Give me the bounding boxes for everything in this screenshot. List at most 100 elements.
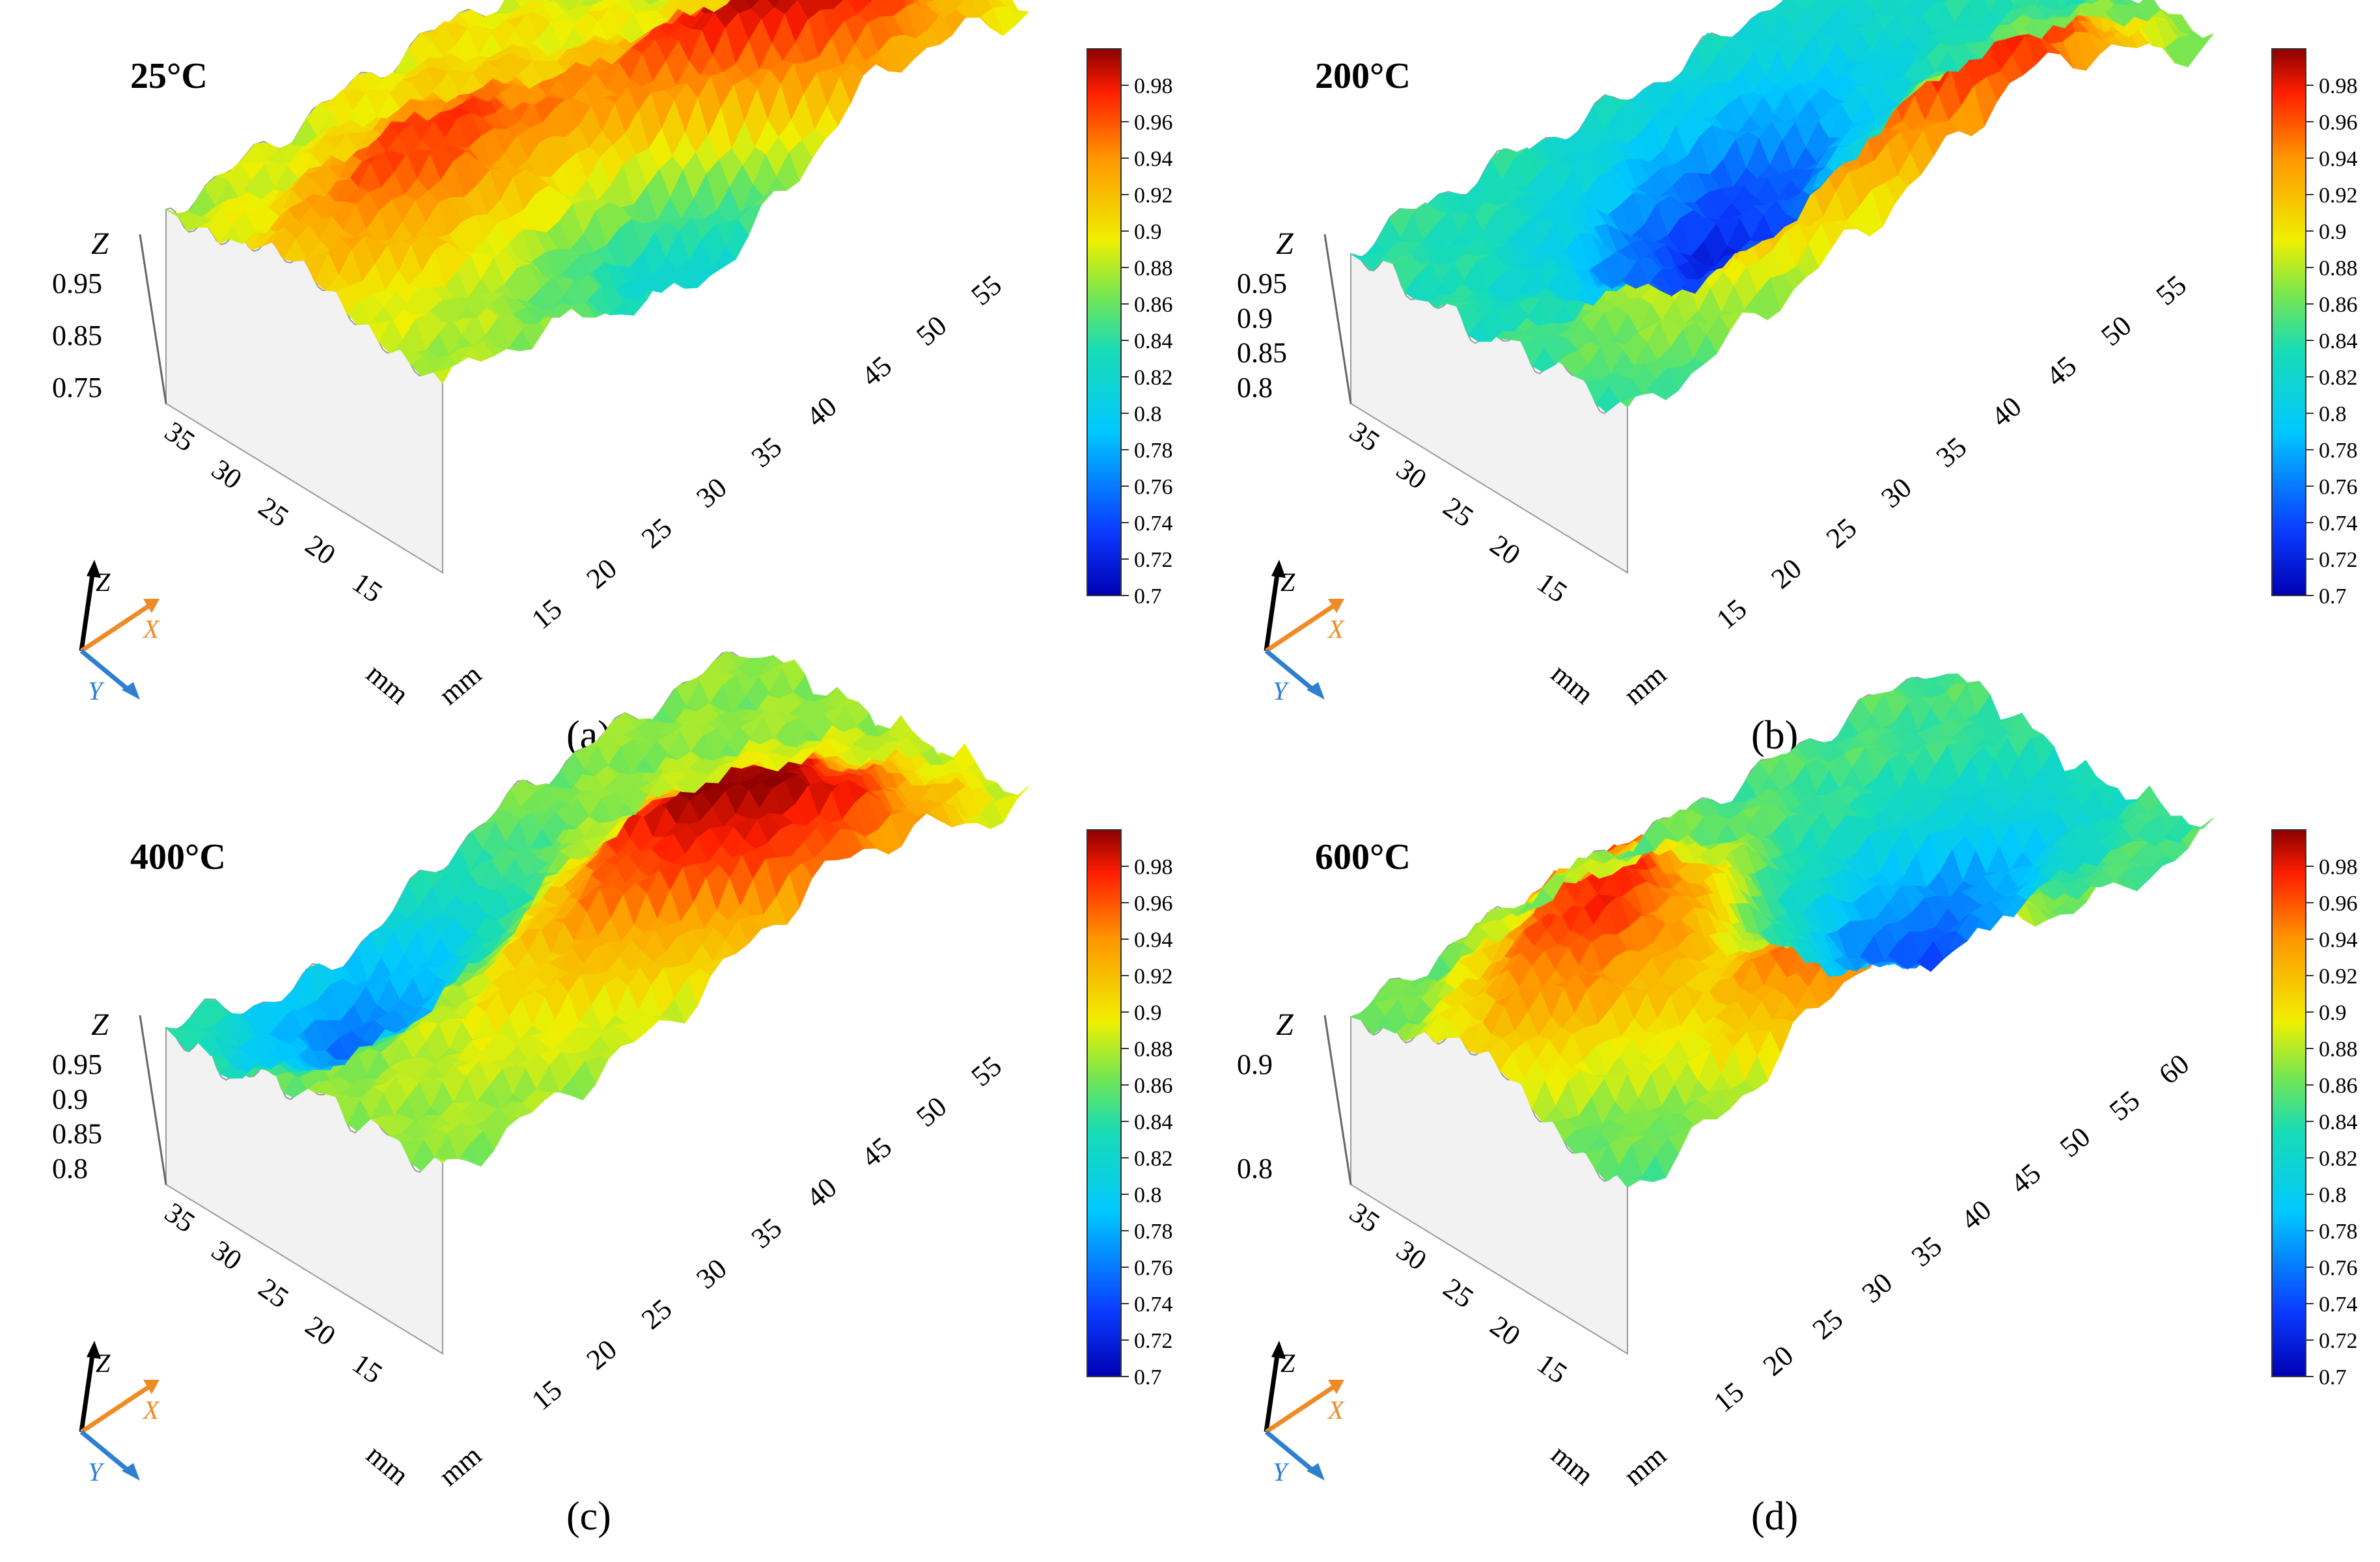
axis-triad: ZXY bbox=[81, 560, 160, 706]
z-tick-label: 0.75 bbox=[52, 372, 102, 404]
panel-title: 25°C bbox=[130, 56, 208, 96]
colorbar-tick-label: 0.96 bbox=[1134, 111, 1173, 135]
colorbar-tick-label: 0.94 bbox=[1134, 928, 1173, 952]
colorbar-tick-label: 0.94 bbox=[1134, 147, 1173, 171]
colorbar-tick-label: 0.82 bbox=[1134, 366, 1173, 390]
z-tick-label: 0.95 bbox=[52, 267, 102, 299]
colorbar-tick-label: 0.84 bbox=[1134, 1110, 1173, 1134]
x-tick-label: 30 bbox=[690, 1252, 732, 1295]
colorbar-tick-label: 0.88 bbox=[1134, 256, 1173, 281]
z-tick-label: 0.85 bbox=[52, 1118, 102, 1150]
colorbar bbox=[1087, 49, 1121, 596]
panel-a: Z0.950.850.753530252015mm152025303540455… bbox=[52, 0, 1173, 758]
x-tick-label: 30 bbox=[690, 471, 732, 514]
x-tick-label: 45 bbox=[855, 349, 898, 392]
colorbar-tick-label: 0.86 bbox=[2319, 293, 2358, 317]
y-unit-label: mm bbox=[1545, 657, 1600, 711]
z-axis-label: Z bbox=[1276, 1007, 1294, 1042]
colorbar-tick-label: 0.88 bbox=[2319, 256, 2358, 281]
colorbar bbox=[2272, 49, 2306, 596]
axis-triad: ZXY bbox=[81, 1341, 160, 1487]
x-tick-label: 45 bbox=[2040, 349, 2082, 392]
colorbar-tick-label: 0.92 bbox=[1134, 965, 1173, 989]
colorbar-tick-label: 0.92 bbox=[2319, 184, 2358, 208]
x-tick-label: 55 bbox=[2150, 269, 2193, 312]
y-tick-label: 15 bbox=[1531, 566, 1573, 609]
colorbar-tick-label: 0.98 bbox=[2319, 74, 2358, 98]
z-tick-label: 0.8 bbox=[1237, 1153, 1273, 1185]
colorbar-tick-label: 0.86 bbox=[1134, 293, 1173, 317]
panel-b: Z0.950.90.850.83530252015mm1520253035404… bbox=[1237, 0, 2358, 758]
panel-title: 400°C bbox=[130, 837, 226, 877]
y-tick-label: 20 bbox=[299, 528, 341, 571]
x-tick-label: 40 bbox=[1985, 390, 2027, 433]
colorbar-tick-label: 0.72 bbox=[2319, 548, 2358, 572]
axis-triad: ZXY bbox=[1266, 560, 1345, 706]
triad-x-arrow bbox=[81, 1386, 150, 1432]
triad-z-arrow bbox=[81, 569, 93, 651]
z-axis-line bbox=[1325, 234, 1351, 404]
colorbar bbox=[1087, 830, 1121, 1377]
colorbar-tick-label: 0.74 bbox=[2319, 512, 2358, 536]
colorbar-tick-label: 0.98 bbox=[1134, 74, 1173, 98]
z-axis-line bbox=[1325, 1015, 1351, 1185]
z-tick-label: 0.85 bbox=[1237, 337, 1287, 369]
colorbar-tick-label: 0.98 bbox=[1134, 855, 1173, 879]
y-unit-label: mm bbox=[361, 1438, 415, 1492]
x-tick-label: 35 bbox=[745, 1212, 788, 1255]
colorbar-tick-label: 0.78 bbox=[2319, 439, 2358, 463]
x-tick-label: 50 bbox=[910, 309, 952, 352]
z-tick-label: 0.9 bbox=[1237, 302, 1273, 334]
z-axis-line bbox=[140, 234, 166, 404]
colorbar-tick-label: 0.9 bbox=[1134, 220, 1162, 244]
colorbar-tick-label: 0.78 bbox=[1134, 1220, 1173, 1244]
y-tick-label: 30 bbox=[1391, 453, 1432, 495]
colorbar-tick-label: 0.74 bbox=[1134, 512, 1173, 536]
z-tick-label: 0.85 bbox=[52, 320, 102, 351]
panel-d: Z0.90.83530252015mm15202530354045505560m… bbox=[1237, 674, 2358, 1539]
colorbar-tick-label: 0.84 bbox=[2319, 329, 2358, 353]
x-unit-label: mm bbox=[1618, 658, 1672, 711]
y-tick-label: 15 bbox=[346, 1347, 388, 1390]
y-tick-label: 15 bbox=[346, 566, 388, 609]
z-tick-label: 0.8 bbox=[52, 1153, 88, 1185]
panel-title: 200°C bbox=[1315, 56, 1411, 96]
z-axis-line bbox=[140, 1015, 166, 1185]
colorbar-tick-label: 0.7 bbox=[1134, 1365, 1162, 1390]
colorbar-tick-label: 0.76 bbox=[1134, 475, 1173, 499]
triad-z-arrow bbox=[1266, 569, 1278, 651]
z-tick-label: 0.8 bbox=[1237, 372, 1273, 404]
y-unit-label: mm bbox=[361, 657, 415, 711]
z-axis-label: Z bbox=[91, 226, 109, 261]
colorbar-tick-label: 0.8 bbox=[1134, 1183, 1162, 1207]
y-tick-label: 25 bbox=[1437, 491, 1479, 533]
x-tick-label: 35 bbox=[1930, 431, 1972, 474]
colorbar-tick-label: 0.8 bbox=[1134, 402, 1162, 426]
x-tick-label: 30 bbox=[1875, 471, 1917, 514]
colorbar-tick-label: 0.96 bbox=[2319, 111, 2358, 135]
triad-x-label: X bbox=[142, 1395, 160, 1425]
colorbar-tick-label: 0.74 bbox=[1134, 1293, 1173, 1317]
colorbar-tick-label: 0.94 bbox=[2319, 147, 2358, 171]
colorbar-tick-label: 0.7 bbox=[1134, 584, 1162, 609]
y-tick-label: 30 bbox=[206, 1234, 247, 1276]
x-tick-label: 40 bbox=[800, 1172, 842, 1214]
x-tick-label: 55 bbox=[965, 269, 1008, 312]
colorbar-tick-label: 0.9 bbox=[2319, 220, 2347, 244]
x-tick-label: 50 bbox=[910, 1090, 952, 1133]
y-tick-label: 25 bbox=[253, 491, 294, 533]
colorbar-tick-label: 0.84 bbox=[1134, 329, 1173, 353]
triad-x-label: X bbox=[1327, 614, 1345, 644]
x-tick-label: 20 bbox=[581, 553, 623, 596]
colorbar-tick-label: 0.82 bbox=[2319, 366, 2358, 390]
x-tick-label: 50 bbox=[2095, 309, 2137, 352]
colorbar-tick-label: 0.76 bbox=[2319, 475, 2358, 499]
z-tick-label: 0.9 bbox=[1237, 1048, 1273, 1080]
x-tick-label: 15 bbox=[525, 593, 568, 636]
triad-y-label: Y bbox=[88, 676, 105, 706]
x-tick-label: 25 bbox=[635, 512, 678, 555]
colorbar-tick-label: 0.72 bbox=[1134, 1329, 1173, 1353]
triad-y-label: Y bbox=[1273, 676, 1290, 706]
triad-x-arrow bbox=[81, 605, 150, 651]
